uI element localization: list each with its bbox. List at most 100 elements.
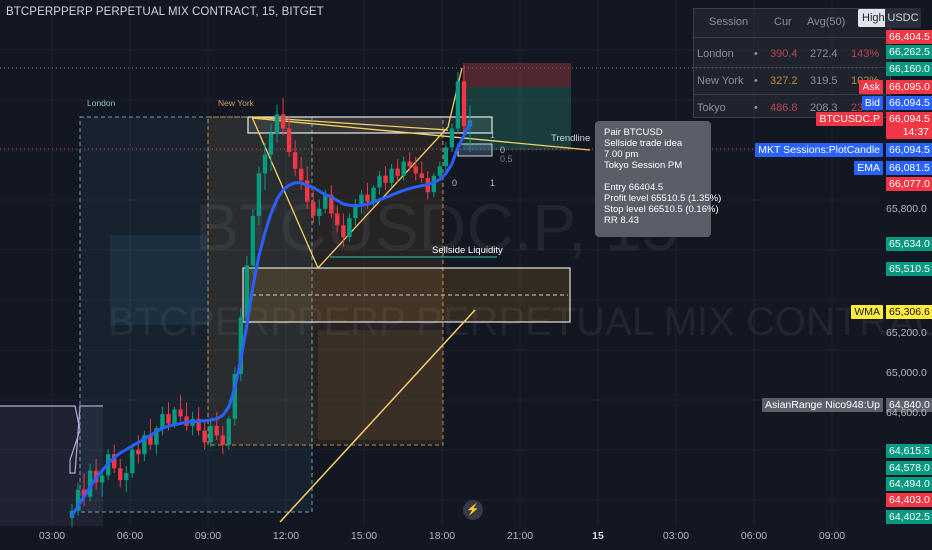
candle-body xyxy=(431,175,437,193)
note-spacer xyxy=(604,171,711,182)
symbol-tag: BTCUSDC.P xyxy=(816,112,883,126)
candle-body xyxy=(244,265,250,318)
candle-body xyxy=(323,194,328,209)
london-session-box xyxy=(79,116,313,513)
session-row-london: London • 390.4 272.4 143% xyxy=(694,41,890,67)
session-label-london: London xyxy=(87,98,116,108)
table-divider xyxy=(694,94,890,95)
candle-body xyxy=(99,475,105,483)
high-button[interactable]: High xyxy=(858,9,889,27)
discount-zone xyxy=(318,330,443,440)
candle-body xyxy=(166,414,171,424)
candle-body xyxy=(383,175,388,183)
time-tick: 09:00 xyxy=(194,530,222,542)
time-tick: 15 xyxy=(592,530,604,542)
asian-range-fill xyxy=(0,406,103,526)
candle-body xyxy=(311,201,316,216)
price-tag: 66,094.5 xyxy=(886,112,932,126)
price-tag: 64,402.5 xyxy=(886,510,932,524)
row-session: London xyxy=(697,48,734,60)
time-tick: 06:00 xyxy=(740,530,768,542)
session-label-new-york: New York xyxy=(218,98,254,108)
row-session: New York xyxy=(697,75,744,87)
trade-idea-note[interactable]: Pair BTCUSD Sellside trade idea 7.00 pm … xyxy=(595,121,721,237)
ascending-trendline xyxy=(279,309,476,523)
price-tag: 65,306.6 xyxy=(886,305,932,319)
candle-body xyxy=(292,152,298,169)
price-tag: 64,403.0 xyxy=(886,493,932,507)
candle-body xyxy=(341,225,346,238)
time-tick: 21:00 xyxy=(506,530,534,542)
row-dot: • xyxy=(754,48,758,60)
price-tick: 64,600.0 xyxy=(886,407,927,419)
note-stop: Stop level 66510.5 (0.16%) xyxy=(604,204,719,215)
candle-body xyxy=(359,194,364,205)
candle-body xyxy=(304,180,310,202)
ask-tag: Ask xyxy=(859,80,883,94)
price-tag: 65,634.0 xyxy=(886,237,932,251)
candle-body xyxy=(202,430,207,443)
candle-body xyxy=(268,133,274,155)
candle-body xyxy=(250,215,256,266)
time-tick: 03:00 xyxy=(38,530,66,542)
currency-button[interactable]: USDC xyxy=(885,8,921,28)
candle-body xyxy=(196,418,201,431)
candle-body xyxy=(154,428,159,445)
candle-body xyxy=(335,213,340,226)
candle-body xyxy=(286,128,292,153)
table-divider xyxy=(694,37,890,38)
candle-body xyxy=(298,168,304,181)
price-tag: 64,840.0 xyxy=(886,398,932,412)
candle-body xyxy=(172,409,177,424)
table-divider xyxy=(694,67,890,68)
candle-body xyxy=(413,166,418,174)
header-avg: Avg(50) xyxy=(807,16,846,28)
row-pct: 143% xyxy=(851,48,880,60)
time-tick: 12:00 xyxy=(272,530,300,542)
candle-body xyxy=(256,173,262,216)
price-tag: 64,578.0 xyxy=(886,461,932,475)
candle-body xyxy=(329,194,334,214)
candle-body xyxy=(371,187,376,202)
time-tick: 15:00 xyxy=(350,530,378,542)
fib-half: 0.5 xyxy=(500,154,513,164)
candle-body xyxy=(455,81,461,129)
candle-body xyxy=(347,218,352,238)
fib-one-b: 1 xyxy=(490,178,496,188)
candle-body xyxy=(220,435,225,445)
price-tag: 66,094.5 xyxy=(886,143,932,157)
time-tick: 03:00 xyxy=(662,530,690,542)
price-tick: 65,000.0 xyxy=(886,367,927,379)
note-time: 7.00 pm xyxy=(604,149,639,160)
premium-zone xyxy=(110,235,208,325)
ema-tag: EMA xyxy=(854,161,883,175)
candle-body xyxy=(124,473,129,481)
row-avg: 208.3 xyxy=(810,102,838,114)
candle-body xyxy=(130,449,135,474)
row-dot: • xyxy=(754,75,758,87)
candle-body xyxy=(142,435,147,455)
candle-body xyxy=(419,173,424,179)
candle-body xyxy=(274,114,280,134)
candle-body xyxy=(112,454,117,469)
asian-range-tag: AsianRange Nico948:Up xyxy=(762,398,883,412)
candle-body xyxy=(118,468,123,481)
trendline-label: Trendline xyxy=(551,133,591,144)
price-tag: 66,081.5 xyxy=(886,161,932,175)
price-tag: 66,262.5 xyxy=(886,45,932,59)
trendline xyxy=(251,117,591,151)
price-tag: 65,510.5 xyxy=(886,262,932,276)
row-cur: 327.2 xyxy=(770,75,798,87)
time-tick: 06:00 xyxy=(116,530,144,542)
price-tick: 65,200.0 xyxy=(886,327,927,339)
candle-body xyxy=(437,166,443,176)
row-cur: 390.4 xyxy=(770,48,798,60)
candle-body xyxy=(136,449,141,455)
row-avg: 272.4 xyxy=(810,48,838,60)
time-tick: 09:00 xyxy=(818,530,846,542)
header-cur: Cur xyxy=(774,16,792,28)
session-row-tokyo: Tokyo • 486.8 208.3 234% xyxy=(694,95,890,121)
flash-icon[interactable]: ⚡ xyxy=(463,500,483,520)
fib-box-small xyxy=(457,143,493,157)
